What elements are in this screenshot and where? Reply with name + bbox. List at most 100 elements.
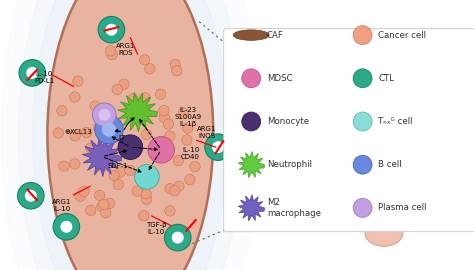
Ellipse shape xyxy=(185,174,195,185)
Ellipse shape xyxy=(97,125,107,136)
Ellipse shape xyxy=(104,198,115,209)
Text: CAF: CAF xyxy=(267,31,284,40)
Text: B cell: B cell xyxy=(378,160,402,169)
Ellipse shape xyxy=(155,89,166,99)
Ellipse shape xyxy=(172,232,184,244)
Ellipse shape xyxy=(60,221,73,233)
Ellipse shape xyxy=(212,141,224,153)
Ellipse shape xyxy=(139,55,150,65)
Ellipse shape xyxy=(164,224,191,251)
Ellipse shape xyxy=(70,92,80,102)
Ellipse shape xyxy=(53,128,64,138)
Ellipse shape xyxy=(105,46,116,56)
Ellipse shape xyxy=(97,201,107,212)
Ellipse shape xyxy=(95,115,123,144)
Ellipse shape xyxy=(70,159,80,169)
Ellipse shape xyxy=(164,131,175,141)
Polygon shape xyxy=(118,92,157,132)
Ellipse shape xyxy=(163,119,173,129)
Ellipse shape xyxy=(115,167,126,177)
Ellipse shape xyxy=(85,205,96,216)
Ellipse shape xyxy=(99,199,109,210)
Ellipse shape xyxy=(353,155,372,174)
Ellipse shape xyxy=(57,106,67,116)
Ellipse shape xyxy=(132,186,142,196)
Ellipse shape xyxy=(173,155,183,166)
Ellipse shape xyxy=(113,179,124,190)
Ellipse shape xyxy=(205,134,231,160)
Text: LT: LT xyxy=(118,135,126,141)
Ellipse shape xyxy=(182,123,193,133)
Ellipse shape xyxy=(92,103,116,127)
Ellipse shape xyxy=(135,164,159,189)
Text: ARG1
ROS: ARG1 ROS xyxy=(116,43,135,56)
Ellipse shape xyxy=(242,112,261,131)
Ellipse shape xyxy=(81,127,91,138)
Text: IL-10
CD40: IL-10 CD40 xyxy=(181,147,200,160)
Ellipse shape xyxy=(75,191,85,201)
Ellipse shape xyxy=(371,186,397,238)
Ellipse shape xyxy=(128,143,139,153)
Ellipse shape xyxy=(353,112,372,131)
Ellipse shape xyxy=(107,49,117,60)
Ellipse shape xyxy=(182,135,192,145)
Ellipse shape xyxy=(365,220,403,246)
Text: Monocyte: Monocyte xyxy=(267,117,309,126)
Ellipse shape xyxy=(98,126,108,137)
Ellipse shape xyxy=(109,171,119,181)
Ellipse shape xyxy=(33,0,228,270)
Ellipse shape xyxy=(79,186,89,197)
Ellipse shape xyxy=(357,98,411,215)
Ellipse shape xyxy=(233,30,269,40)
Text: MDSC: MDSC xyxy=(267,74,292,83)
Ellipse shape xyxy=(85,143,96,153)
Ellipse shape xyxy=(353,198,372,217)
Ellipse shape xyxy=(94,190,105,201)
Polygon shape xyxy=(238,195,264,221)
Ellipse shape xyxy=(190,161,200,172)
Ellipse shape xyxy=(98,16,125,43)
Ellipse shape xyxy=(105,24,118,36)
Ellipse shape xyxy=(172,66,182,76)
Ellipse shape xyxy=(25,190,37,202)
FancyBboxPatch shape xyxy=(224,29,474,232)
Ellipse shape xyxy=(356,161,374,179)
Ellipse shape xyxy=(353,69,372,88)
Ellipse shape xyxy=(70,131,81,141)
Ellipse shape xyxy=(141,194,152,204)
Ellipse shape xyxy=(95,154,105,164)
Ellipse shape xyxy=(165,206,175,216)
Ellipse shape xyxy=(102,123,116,137)
Ellipse shape xyxy=(170,59,181,70)
Text: Neutrophil: Neutrophil xyxy=(267,160,312,169)
Text: SDF-1: SDF-1 xyxy=(107,163,128,169)
Ellipse shape xyxy=(99,109,110,121)
Ellipse shape xyxy=(26,67,38,79)
Ellipse shape xyxy=(159,112,169,123)
Ellipse shape xyxy=(140,93,150,103)
Ellipse shape xyxy=(128,94,138,104)
Text: ⊕XCL13: ⊕XCL13 xyxy=(64,129,92,135)
Ellipse shape xyxy=(18,0,242,270)
Ellipse shape xyxy=(152,140,163,151)
Ellipse shape xyxy=(47,0,213,270)
Ellipse shape xyxy=(353,26,372,45)
Ellipse shape xyxy=(349,83,418,230)
Ellipse shape xyxy=(118,79,129,89)
Polygon shape xyxy=(238,151,264,178)
Text: Cancer cell: Cancer cell xyxy=(378,31,426,40)
Ellipse shape xyxy=(173,181,184,191)
Ellipse shape xyxy=(112,84,122,95)
Ellipse shape xyxy=(178,108,189,118)
Ellipse shape xyxy=(141,129,152,140)
Ellipse shape xyxy=(118,135,143,160)
Ellipse shape xyxy=(18,183,44,209)
Text: IL-23
S100A9
IL-1β: IL-23 S100A9 IL-1β xyxy=(174,107,201,127)
Text: TGF-β
IL-10: TGF-β IL-10 xyxy=(146,222,167,235)
Ellipse shape xyxy=(100,208,111,218)
Ellipse shape xyxy=(165,184,175,194)
Text: M2
macrophage: M2 macrophage xyxy=(267,198,321,218)
Ellipse shape xyxy=(73,76,83,86)
Ellipse shape xyxy=(145,64,155,74)
Ellipse shape xyxy=(19,60,46,86)
